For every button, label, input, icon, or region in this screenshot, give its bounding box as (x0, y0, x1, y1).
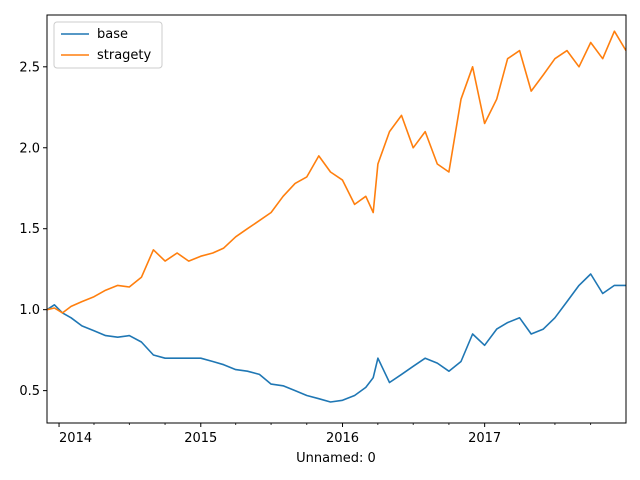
y-axis: 0.5 1.0 1.5 2.0 2.5 (19, 60, 47, 399)
series-line-base (46, 273, 626, 403)
y-tick-label: 2.5 (19, 60, 40, 75)
plot-area (46, 30, 627, 403)
y-tick-label: 1.0 (19, 303, 40, 318)
legend: base stragety (53, 21, 163, 69)
x-tick-label: 2016 (326, 431, 359, 446)
legend-label-base: base (97, 27, 128, 42)
legend-label-stragety: stragety (97, 48, 152, 63)
x-axis-label: Unnamed: 0 (296, 451, 376, 466)
y-tick-label: 0.5 (19, 384, 40, 399)
x-tick-label: 2015 (184, 431, 217, 446)
y-tick-label: 1.5 (19, 222, 40, 237)
axes-frame (46, 14, 627, 424)
series-line-stragety (46, 30, 627, 314)
y-tick-label: 2.0 (19, 141, 40, 156)
x-tick-label: 2014 (59, 431, 92, 446)
x-tick-label: 2017 (468, 431, 501, 446)
